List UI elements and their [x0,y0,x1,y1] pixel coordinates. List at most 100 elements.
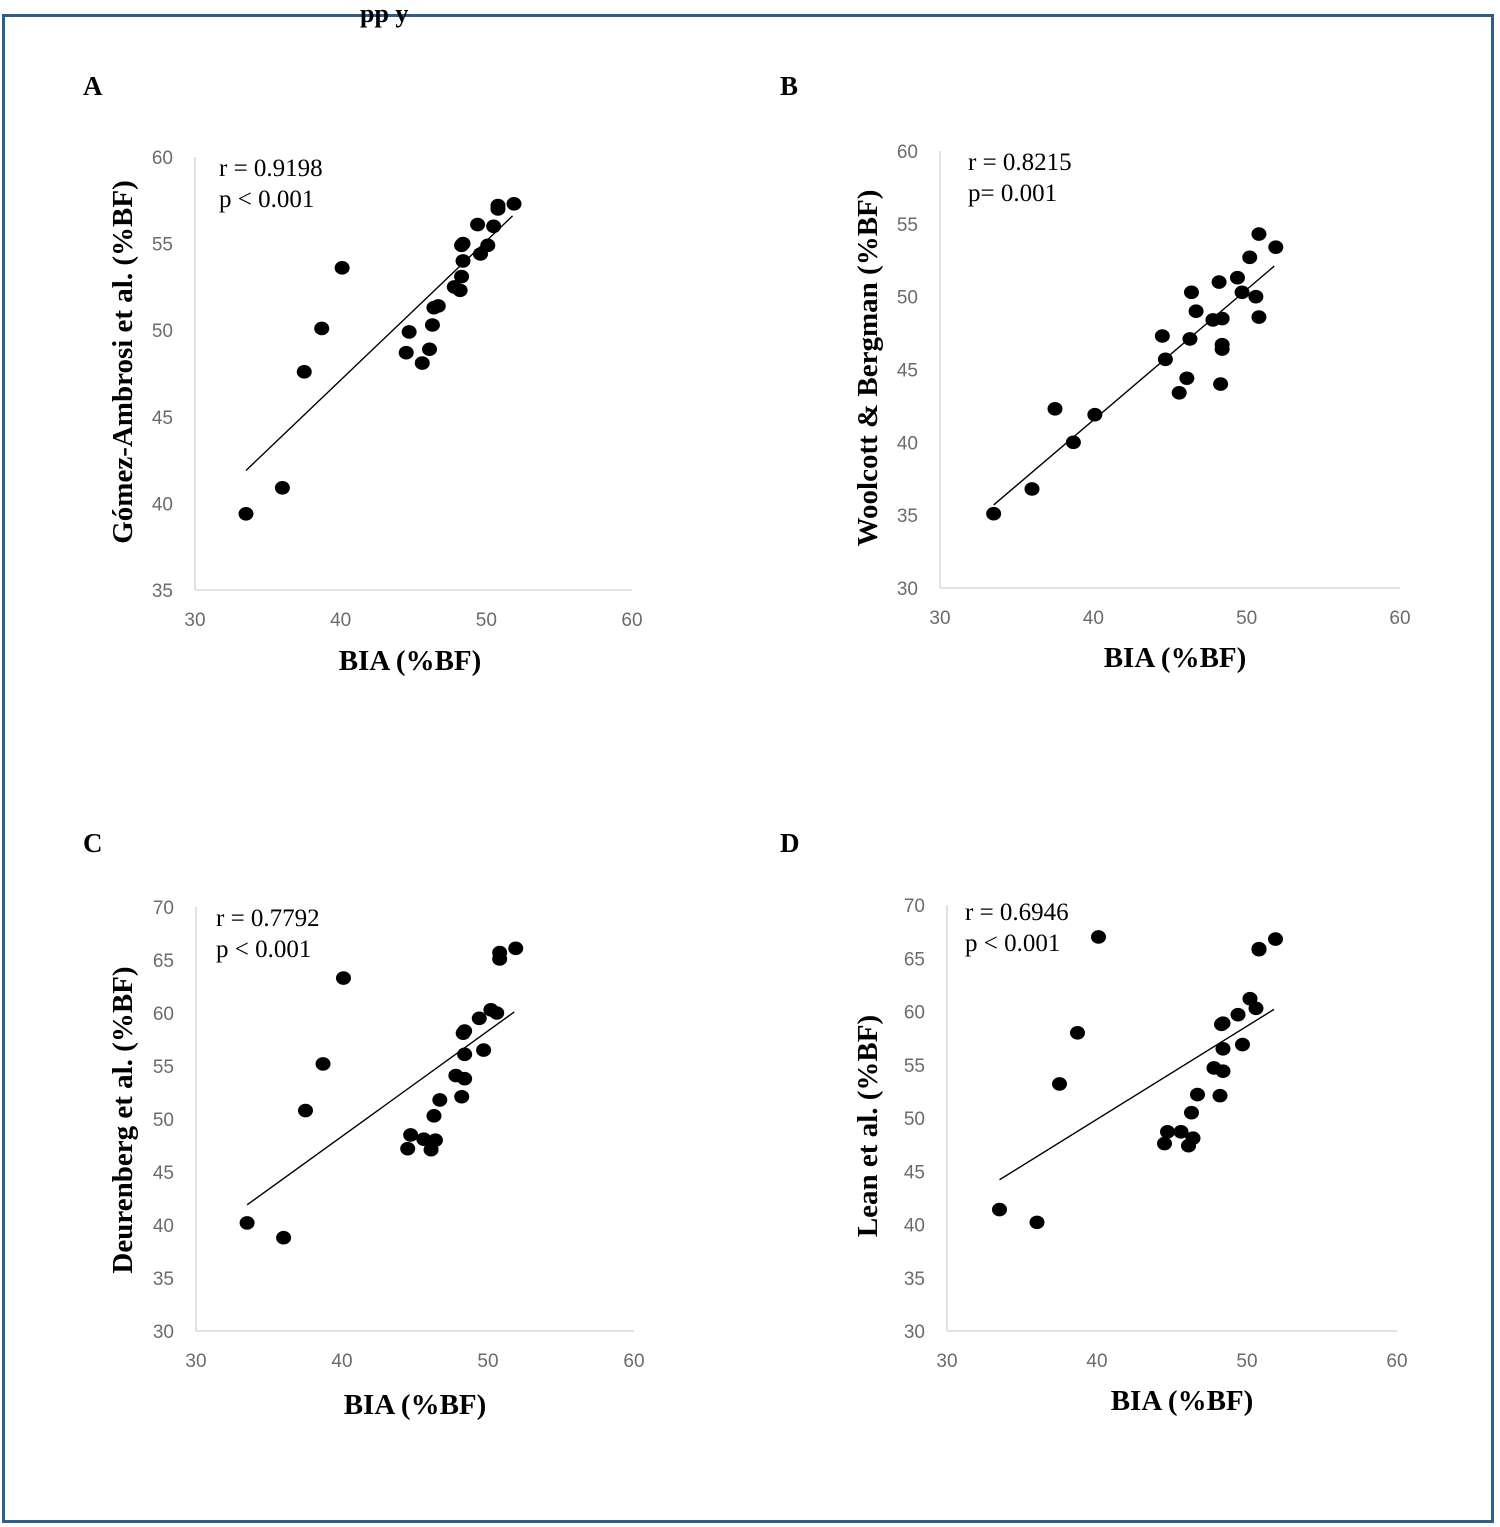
data-point [492,945,508,960]
data-point [315,1057,331,1071]
data-point [457,1071,473,1086]
y-tick-label: 35 [904,1269,925,1290]
y-tick-label: 55 [904,1056,925,1077]
panel-letter-d: D [780,828,800,858]
figure-canvas: A 30 40 50 60 35 40 45 50 55 60 BIA (%BF) Gómez-Ambr… [83,71,1411,1421]
y-tick-label: 40 [153,1216,174,1237]
y-tick-label: 50 [153,1110,174,1131]
data-point [992,1202,1007,1217]
y-axis-title: Lean et al. (%BF) [852,1015,884,1237]
data-point [276,1230,292,1245]
y-tick-label: 45 [153,1163,174,1184]
y-axis-title: Woolcott & Bergman (%BF) [852,190,884,547]
data-point [1248,1001,1264,1016]
y-tick-label: 35 [152,581,173,602]
data-point [1087,407,1103,422]
data-point [335,971,351,985]
x-tick-label: 40 [1086,1351,1107,1372]
y-tick-label: 45 [904,1162,925,1183]
correlation-r-label: r = 0.9198 [219,155,323,182]
x-tick-label: 50 [477,1351,498,1372]
data-point [1242,250,1258,265]
data-point [508,941,524,956]
correlation-r-label: r = 0.6946 [965,899,1069,926]
data-point [1213,377,1229,391]
data-point [398,345,414,360]
panel-c: C 30 40 50 60 30 35 40 45 50 55 60 65 70 BIA (%BF) Deur… [83,828,645,1421]
y-tick-label: 65 [153,951,174,972]
y-tick-label: 65 [904,949,925,970]
trendline [245,215,514,471]
y-tick-label: 35 [153,1269,174,1290]
data-point [432,1093,448,1107]
data-point [1188,304,1204,319]
data-point [1070,1026,1085,1040]
correlation-r-label: r = 0.7792 [216,905,320,932]
data-point [1171,386,1187,400]
data-point [1235,1037,1250,1052]
y-tick-label: 60 [152,148,173,169]
data-point [470,217,486,232]
data-point [296,364,312,379]
data-point [455,236,471,251]
data-point [1185,1131,1201,1146]
y-tick-label: 55 [897,215,918,236]
y-tick-label: 55 [152,235,173,256]
y-tick-label: 70 [904,896,925,917]
y-tick-label: 60 [897,142,918,163]
x-tick-label: 60 [623,1351,644,1372]
x-tick-label: 30 [185,1351,206,1372]
data-point [457,1024,473,1038]
data-point [1215,1041,1231,1056]
data-point [401,325,417,339]
data-point [416,1132,432,1146]
data-point [1182,332,1198,346]
data-point [1268,932,1283,946]
y-tick-label: 70 [153,898,174,919]
data-point [1248,289,1264,304]
data-point [452,283,468,298]
data-point [430,299,446,313]
y-tick-label: 35 [897,506,918,527]
data-point [314,321,330,336]
data-point [427,1133,443,1147]
data-point [480,238,496,253]
data-point [1024,482,1040,496]
y-axis-title: Deurenberg et al. (%BF) [107,966,139,1273]
data-point [424,318,440,332]
y-tick-label: 55 [153,1057,174,1078]
data-point [403,1128,419,1142]
panel-letter-c: C [83,828,103,858]
data-point [298,1103,313,1118]
y-axis-title: Gómez-Ambrosi et al. (%BF) [107,180,139,544]
correlation-r-label: r = 0.8215 [968,149,1072,176]
data-point [1173,1125,1189,1139]
x-tick-label: 60 [1389,608,1410,629]
x-tick-label: 40 [1083,608,1104,629]
x-tick-label: 60 [1386,1351,1407,1372]
p-value-label: p < 0.001 [216,936,311,963]
data-point [414,356,430,370]
p-value-label: p= 0.001 [968,180,1057,207]
data-point [506,196,522,211]
trendline [993,265,1275,506]
trendline [999,1008,1275,1181]
x-tick-label: 50 [1236,1351,1257,1372]
y-tick-label: 60 [153,1004,174,1025]
x-axis-title: BIA (%BF) [1104,642,1247,674]
data-point [1184,1105,1199,1120]
data-point [1251,227,1267,241]
x-axis-title: BIA (%BF) [339,645,482,677]
data-point [422,342,438,357]
x-tick-label: 30 [929,608,950,629]
data-point [1190,1087,1205,1102]
data-point [1212,1088,1228,1103]
y-tick-label: 30 [897,579,918,600]
panel-letter-b: B [780,71,798,101]
y-tick-label: 40 [904,1216,925,1237]
data-point [426,1109,442,1123]
y-tick-label: 45 [152,408,173,429]
data-point [400,1141,416,1156]
x-tick-label: 40 [331,1351,352,1372]
cropped-header-text: pp y [360,0,409,28]
